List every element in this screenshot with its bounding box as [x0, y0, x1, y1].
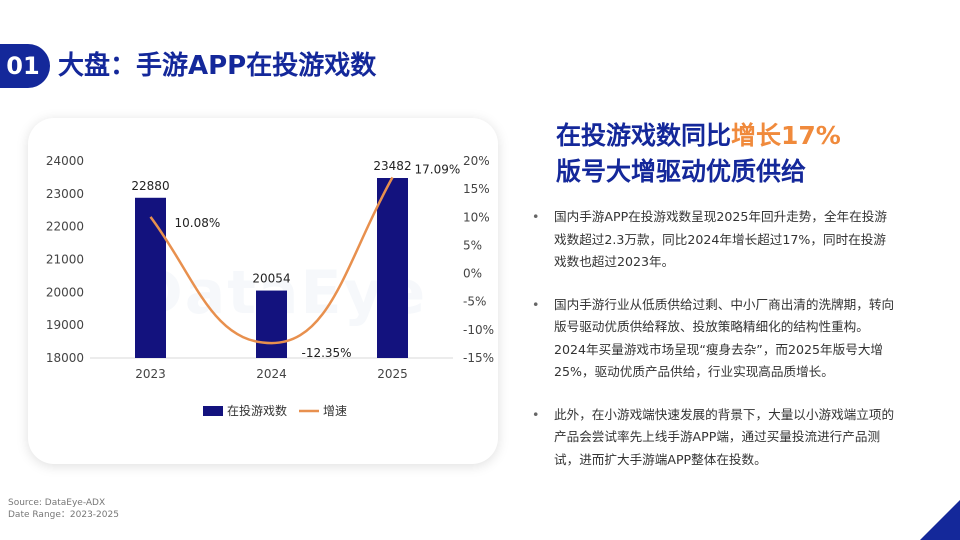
y-tick-label: 19000 — [46, 318, 84, 332]
headline-line-1: 在投游戏数同比增长17% — [556, 118, 946, 154]
section-number-badge: 01 — [0, 44, 50, 88]
bar-data-label: 22880 — [131, 179, 169, 193]
bar — [135, 197, 166, 358]
legend-bar-swatch — [203, 406, 223, 416]
chart-card: DataEye 18000190002000021000220002300024… — [28, 118, 498, 464]
y2-tick-label: -15% — [463, 351, 494, 365]
legend-line-label: 增速 — [323, 404, 347, 418]
corner-triangle-decoration — [920, 500, 960, 540]
bullet-item: 国内手游APP在投游戏数呈现2025年回升走势，全年在投游戏数超过2.3万款，同… — [528, 206, 898, 274]
y2-tick-label: 10% — [463, 210, 490, 224]
legend-bar-label: 在投游戏数 — [227, 403, 287, 418]
y-tick-label: 23000 — [46, 187, 84, 201]
bar-data-label: 23482 — [373, 159, 411, 173]
y2-tick-label: 5% — [463, 238, 482, 252]
y2-tick-label: -5% — [463, 295, 486, 309]
bar — [377, 178, 408, 358]
bar — [256, 290, 287, 358]
y2-tick-label: -10% — [463, 323, 494, 337]
y-tick-label: 20000 — [46, 285, 84, 299]
source-note: Source: DataEye-ADX Date Range：2023-2025 — [8, 497, 119, 521]
bullet-item: 此外，在小游戏端快速发展的背景下，大量以小游戏端立项的产品会尝试率先上线手游AP… — [528, 404, 898, 472]
headline-highlight: 增长17% — [731, 121, 841, 150]
x-tick-label: 2025 — [377, 367, 408, 381]
combo-chart: 18000 19000 20000 21000 22000 23000 24000 -15% -… — [46, 154, 494, 418]
date-range-line: Date Range：2023-2025 — [8, 510, 119, 520]
x-tick-label: 2023 — [135, 367, 166, 381]
growth-line — [149, 176, 394, 345]
line-data-label: 17.09% — [415, 162, 461, 176]
y-tick-label: 21000 — [46, 253, 84, 267]
y2-tick-label: 20% — [463, 154, 490, 168]
section-number: 01 — [6, 52, 40, 80]
y-tick-label: 22000 — [46, 220, 84, 234]
bullet-item: 国内手游行业从低质供给过剩、中小厂商出清的洗牌期，转向版号驱动优质供给释放、投放… — [528, 294, 898, 384]
source-line: Source: DataEye-ADX — [8, 498, 106, 508]
bullet-list: 国内手游APP在投游戏数呈现2025年回升走势，全年在投游戏数超过2.3万款，同… — [528, 206, 898, 491]
headline-line-2: 版号大增驱动优质供给 — [556, 157, 807, 186]
headline: 在投游戏数同比增长17% 版号大增驱动优质供给 — [556, 118, 946, 190]
y-tick-label: 18000 — [46, 351, 84, 365]
line-data-label: 10.08% — [175, 216, 221, 230]
headline-prefix: 在投游戏数同比 — [556, 121, 732, 150]
bar-data-label: 20054 — [252, 272, 290, 286]
y2-tick-label: 15% — [463, 182, 490, 196]
page-title: 大盘：手游APP在投游戏数 — [58, 51, 377, 81]
y-tick-label: 24000 — [46, 154, 84, 168]
x-tick-label: 2024 — [256, 367, 287, 381]
y2-tick-label: 0% — [463, 267, 482, 281]
line-data-label: -12.35% — [302, 346, 352, 360]
